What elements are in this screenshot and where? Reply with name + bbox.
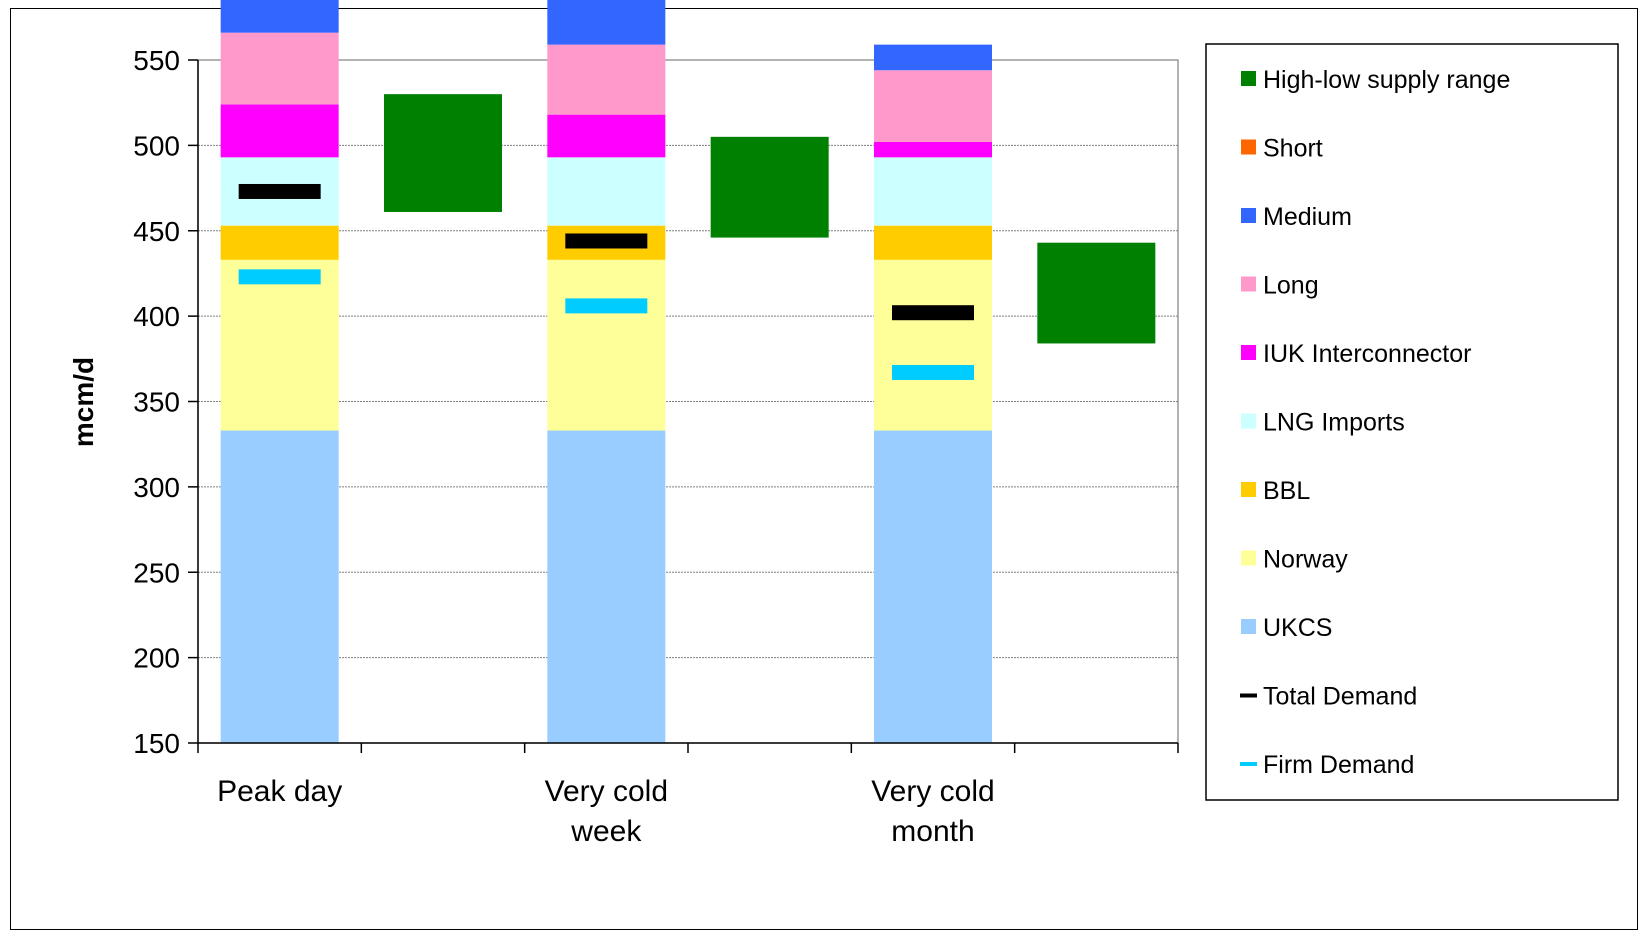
legend-swatch [1241, 482, 1256, 497]
y-tick-label: 300 [133, 472, 180, 503]
legend-swatch [1241, 619, 1256, 634]
bar-segment-medium [220, 0, 339, 33]
legend-label: IUK Interconnector [1263, 340, 1471, 368]
bar-segment-norway [220, 259, 339, 431]
x-tick-label: Peak day [217, 775, 342, 808]
x-tick-label: month [891, 815, 974, 848]
chart-frame [10, 8, 1638, 930]
gridlines [197, 59, 1179, 744]
legend-label: Medium [1263, 203, 1352, 231]
legend-swatch [1240, 762, 1257, 766]
legend-swatch [1241, 345, 1256, 360]
bar-segment-long [220, 32, 339, 105]
legend-swatch [1241, 413, 1256, 429]
bar-segment-norway [547, 259, 666, 431]
x-tick-label: week [570, 815, 642, 848]
bar-segment-bbl [220, 225, 339, 260]
bar-segment-lng-imports [547, 157, 666, 226]
bar-segment-lng-imports [874, 157, 992, 226]
bar-segment-long [547, 44, 666, 115]
bar-stacks [220, 0, 992, 743]
bar-segment-ukcs [547, 430, 666, 743]
legend-label: Norway [1263, 546, 1348, 574]
legend-swatch [1241, 550, 1256, 566]
firm-demand-marker [238, 269, 321, 285]
total-demand-marker [238, 183, 321, 199]
demand-markers [238, 183, 974, 380]
legend-box [1205, 43, 1619, 801]
legend: High-low supply range Short Medium Long IUK … [1205, 43, 1619, 801]
supply-range-box [384, 94, 502, 212]
total-demand-marker [565, 233, 648, 249]
legend-swatch [1241, 139, 1256, 155]
bar-segment-long [874, 70, 992, 142]
x-tick-label: Very cold [871, 775, 994, 808]
legend-label: Firm Demand [1263, 751, 1414, 779]
legend-label: Total Demand [1263, 683, 1417, 711]
legend-label: Short [1263, 135, 1323, 163]
legend-swatch [1241, 276, 1256, 292]
y-tick-label: 350 [133, 387, 180, 418]
bar-segment-ukcs [220, 430, 339, 743]
legend-label: UKCS [1263, 614, 1332, 642]
y-tick-label: 150 [133, 728, 180, 759]
bar-segment-bbl [874, 225, 992, 260]
axes: 150 200 250 300 350 400 450 500 550 Peak day Very … [133, 45, 1179, 848]
firm-demand-marker [892, 364, 974, 380]
bar-segment-iuk-interconnector [874, 141, 992, 158]
y-tick-label: 250 [133, 557, 180, 588]
supply-range-boxes [384, 94, 1156, 344]
legend-swatch [1241, 71, 1256, 86]
y-tick-label: 200 [133, 643, 180, 674]
bar-segment-medium [874, 44, 992, 71]
legend-swatch [1240, 693, 1257, 698]
legend-swatch [1241, 208, 1256, 223]
supply-range-box [710, 136, 829, 238]
x-tick-label: Very cold [545, 775, 668, 808]
firm-demand-marker [565, 298, 648, 314]
legend-label: High-low supply range [1263, 66, 1510, 94]
total-demand-marker [892, 305, 974, 321]
legend-label: Long [1263, 272, 1319, 300]
y-axis-label: mcm/d [68, 357, 99, 447]
y-tick-label: 450 [133, 216, 180, 247]
bar-segment-norway [874, 259, 992, 431]
bar-segment-medium [547, 0, 666, 45]
supply-range-box [1037, 242, 1156, 344]
legend-label: BBL [1263, 477, 1310, 505]
legend-label: LNG Imports [1263, 409, 1405, 437]
bar-segment-iuk-interconnector [220, 104, 339, 158]
bar-segment-ukcs [874, 430, 992, 743]
y-tick-label: 550 [133, 45, 180, 76]
y-tick-label: 400 [133, 301, 180, 332]
y-tick-label: 500 [133, 130, 180, 161]
bar-segment-iuk-interconnector [547, 114, 666, 158]
